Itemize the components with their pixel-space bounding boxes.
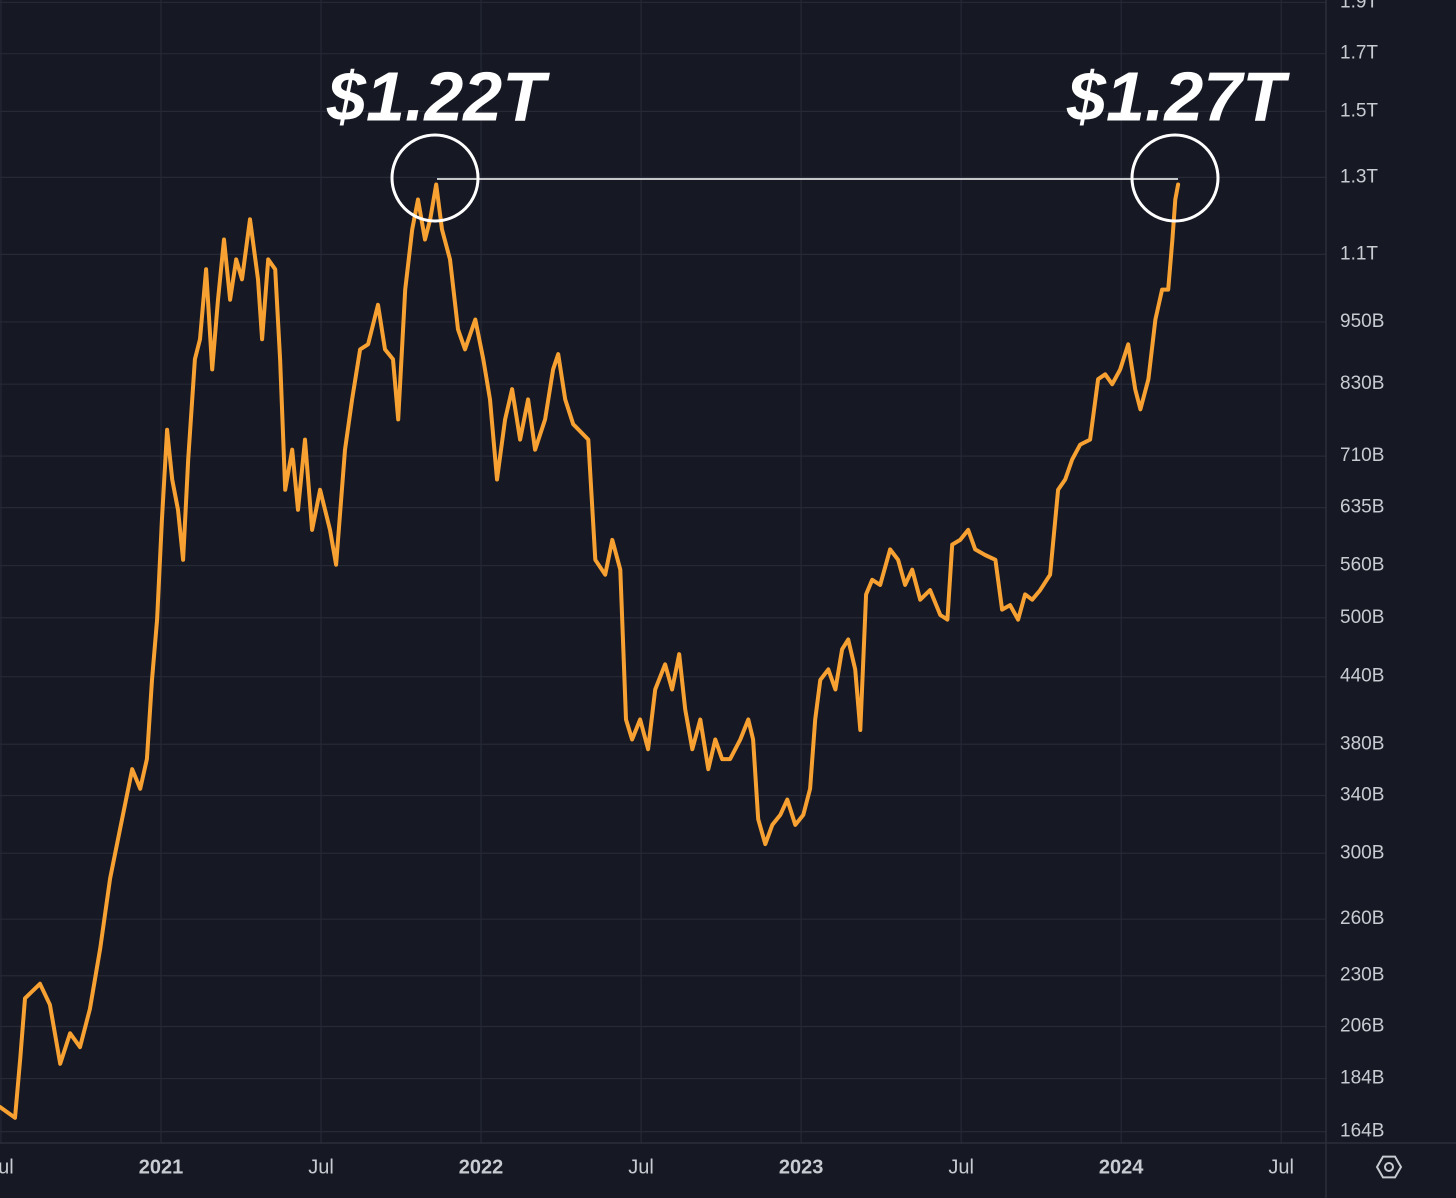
y-tick-label: 300B bbox=[1340, 842, 1384, 863]
x-tick-label: 2022 bbox=[459, 1156, 504, 1178]
y-tick-label: 340B bbox=[1340, 785, 1384, 806]
highlight-circle bbox=[390, 133, 480, 223]
y-tick-label: 184B bbox=[1340, 1068, 1384, 1089]
x-tick-label: 2023 bbox=[779, 1156, 824, 1178]
x-tick-label: Jul bbox=[948, 1156, 974, 1178]
y-tick-label: 830B bbox=[1340, 373, 1384, 394]
highlight-circle bbox=[1130, 133, 1220, 223]
settings-hexagon[interactable] bbox=[1375, 1155, 1403, 1179]
settings-center[interactable] bbox=[1384, 1162, 1394, 1172]
y-tick-label: 1.7T bbox=[1340, 43, 1378, 64]
y-tick-label: 1.1T bbox=[1340, 243, 1378, 264]
annotation: $1.22T bbox=[326, 57, 550, 135]
x-tick-label: 2024 bbox=[1099, 1156, 1144, 1178]
y-tick-label: 440B bbox=[1340, 666, 1384, 687]
y-tick-label: 635B bbox=[1340, 497, 1384, 518]
y-tick-label: 950B bbox=[1340, 311, 1384, 332]
y-tick-label: 1.3T bbox=[1340, 166, 1378, 187]
y-tick-label: 380B bbox=[1340, 733, 1384, 754]
annotation: $1.27T bbox=[1066, 57, 1290, 135]
y-tick-label: 206B bbox=[1340, 1016, 1384, 1037]
axis-labels: 164B 184B 206B 230B 260B 300B 340B 380B 440B 500B… bbox=[0, 0, 1384, 1178]
y-tick-label: 1.5T bbox=[1340, 100, 1378, 121]
x-tick-label: Jul bbox=[628, 1156, 654, 1178]
y-tick-label: 164B bbox=[1340, 1121, 1384, 1142]
x-tick-label: Jul bbox=[1268, 1156, 1294, 1178]
price-line bbox=[0, 182, 1181, 1120]
plot bbox=[0, 182, 1181, 1120]
x-tick-label: 2021 bbox=[139, 1156, 184, 1178]
y-tick-label: 1.9T bbox=[1340, 0, 1378, 12]
x-tick-label: Jul bbox=[308, 1156, 334, 1178]
y-tick-label: 230B bbox=[1340, 965, 1384, 986]
settings-icon[interactable] bbox=[1375, 1155, 1403, 1179]
y-tick-label: 710B bbox=[1340, 445, 1384, 466]
y-tick-label: 560B bbox=[1340, 555, 1384, 576]
y-tick-label: 260B bbox=[1340, 908, 1384, 929]
y-tick-label: 500B bbox=[1340, 607, 1384, 628]
x-tick-label: Jul bbox=[0, 1156, 14, 1178]
